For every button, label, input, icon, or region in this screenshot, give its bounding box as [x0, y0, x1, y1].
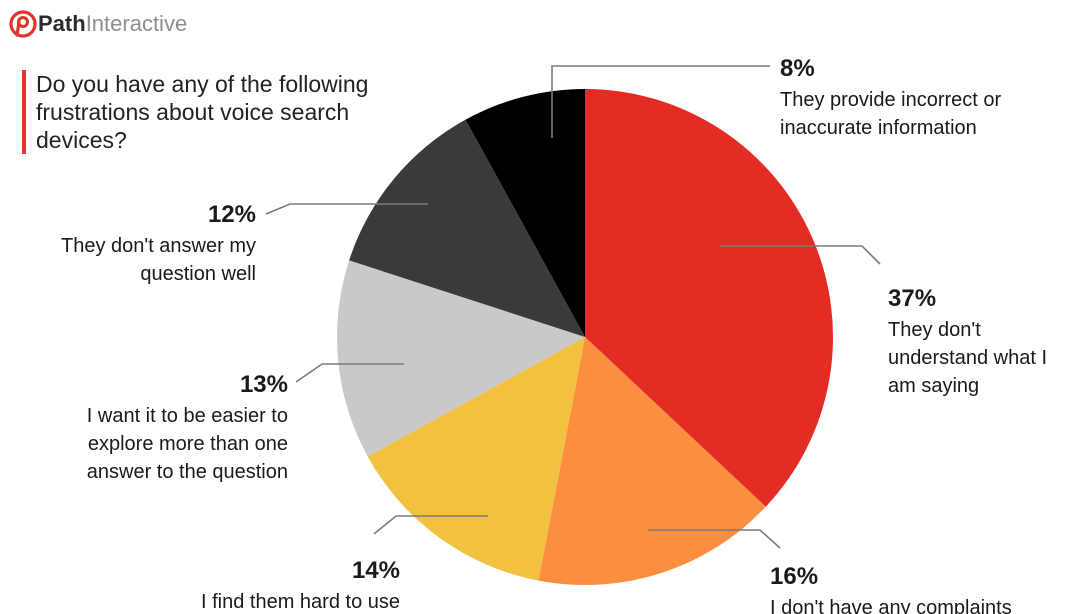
brand-logo: PathInteractive: [8, 6, 187, 42]
slice-description-label: answer to the question: [87, 461, 288, 483]
slice-description-label: am saying: [888, 375, 979, 397]
pie-slice: [337, 260, 585, 457]
slice-percent-label: 14%: [352, 557, 400, 584]
slice-description-label: They don't answer my: [61, 235, 256, 257]
pie-slice: [585, 89, 833, 507]
slice-description-label: understand what I: [888, 347, 1047, 369]
pie-slice: [349, 119, 585, 338]
pie-slice: [367, 337, 585, 581]
leader-line: [265, 203, 428, 215]
pie-slice: [538, 337, 766, 586]
leader-line: [648, 529, 781, 549]
leader-line: [551, 65, 770, 138]
slice-description-label: question well: [140, 263, 256, 285]
slice-description-label: I don't have any complaints: [770, 597, 1012, 614]
slice-percent-label: 8%: [780, 55, 815, 82]
slice-description-label: They provide incorrect or: [780, 89, 1002, 111]
leader-line: [373, 515, 488, 535]
slice-description-label: explore more than one: [88, 433, 288, 455]
path-logo-icon: [9, 10, 37, 38]
leader-line: [720, 245, 881, 265]
pie-slice: [465, 89, 585, 337]
brand-name-bold: Path: [38, 11, 86, 36]
brand-name-light: Interactive: [85, 11, 188, 36]
slice-percent-label: 37%: [888, 285, 936, 312]
slice-description-label: I find them hard to use: [201, 591, 400, 613]
question-heading: Do you have any of the following frustra…: [22, 70, 426, 154]
slice-description-label: I want it to be easier to: [87, 405, 288, 427]
slice-percent-label: 13%: [240, 371, 288, 398]
leader-line: [295, 363, 404, 383]
slice-percent-label: 12%: [208, 201, 256, 228]
slice-description-label: They don't: [888, 319, 981, 341]
slice-description-label: inaccurate information: [780, 117, 977, 139]
slice-percent-label: 16%: [770, 563, 818, 590]
